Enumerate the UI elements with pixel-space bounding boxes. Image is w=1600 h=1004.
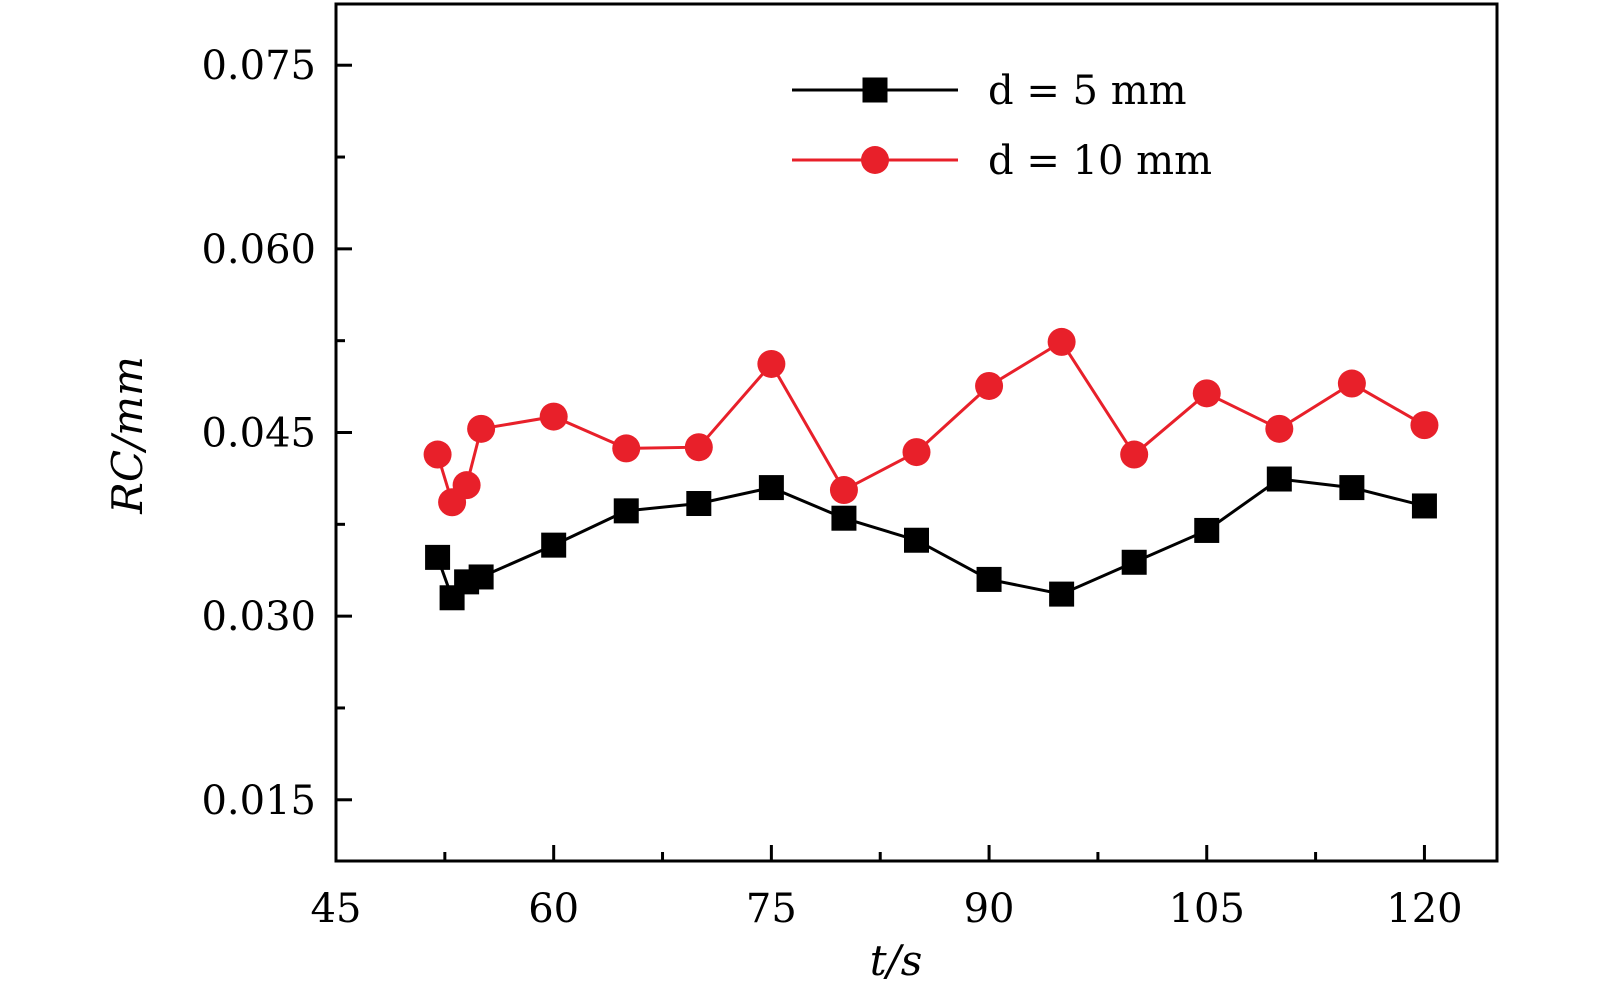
data-point xyxy=(613,498,639,524)
series-2 xyxy=(423,327,1439,517)
data-point xyxy=(1047,327,1076,356)
axes-layer: 45 60 75 90 105 120 0.015 0.030 0.045 0.060 0.075 xyxy=(201,2,1499,932)
data-point xyxy=(1192,379,1221,408)
plot-frame xyxy=(334,2,1499,863)
y-tick-label: 0.045 xyxy=(201,411,316,457)
legend-entry-2: d = 10 mm xyxy=(792,138,1212,184)
legend-label: d = 10 mm xyxy=(988,138,1212,184)
x-tick-label: 120 xyxy=(1386,886,1462,932)
data-point xyxy=(904,527,929,553)
y-tick-label: 0.030 xyxy=(201,594,316,640)
series-layer xyxy=(423,327,1439,611)
data-point xyxy=(467,414,496,443)
data-point xyxy=(1121,549,1147,575)
data-point xyxy=(758,475,784,501)
data-point xyxy=(1410,411,1439,440)
data-point xyxy=(1265,414,1294,443)
data-point xyxy=(541,532,567,558)
legend-label: d = 5 mm xyxy=(988,68,1187,114)
data-point xyxy=(976,566,1002,592)
data-point xyxy=(425,544,451,570)
data-point xyxy=(612,434,641,463)
data-point xyxy=(902,438,931,467)
data-point xyxy=(831,505,857,531)
data-point xyxy=(452,471,481,500)
x-tick-label: 105 xyxy=(1169,886,1245,932)
data-point xyxy=(423,440,452,469)
data-point xyxy=(975,371,1004,400)
data-point xyxy=(829,476,858,505)
x-tick-label: 45 xyxy=(311,886,362,932)
data-point xyxy=(1411,493,1437,519)
data-point xyxy=(1339,475,1365,501)
legend-entry-1: d = 5 mm xyxy=(792,68,1187,114)
x-axis-label: t/s xyxy=(870,936,923,985)
y-tick-label: 0.015 xyxy=(201,778,316,824)
legend: d = 5 mm d = 10 mm xyxy=(792,68,1212,184)
legend-marker xyxy=(862,77,888,103)
y-axis-label: RC/mm xyxy=(103,356,152,515)
data-point xyxy=(539,402,568,431)
data-point xyxy=(1266,466,1292,492)
data-point xyxy=(1194,517,1220,543)
data-point xyxy=(1337,369,1366,398)
data-point xyxy=(468,564,494,590)
y-tick-label: 0.060 xyxy=(201,227,316,273)
x-tick-label: 60 xyxy=(528,886,579,932)
data-point xyxy=(757,349,786,378)
y-tick-label: 0.075 xyxy=(201,43,316,89)
legend-marker xyxy=(861,146,889,174)
series-1 xyxy=(425,466,1437,611)
data-point xyxy=(684,433,713,462)
x-tick-label: 75 xyxy=(746,886,797,932)
data-point xyxy=(1120,440,1149,469)
data-point xyxy=(1049,581,1075,607)
series-line xyxy=(436,477,1425,601)
x-tick-label: 90 xyxy=(964,886,1015,932)
data-point xyxy=(686,491,712,517)
